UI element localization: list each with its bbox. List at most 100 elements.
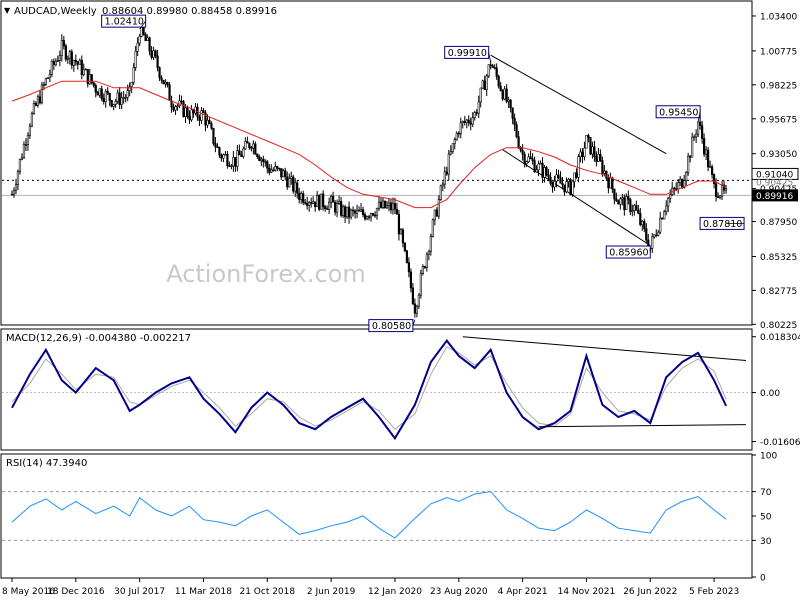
candle-body xyxy=(308,202,311,206)
candle-body xyxy=(272,169,275,172)
macd-signal-line xyxy=(11,346,727,430)
header-collapse-icon[interactable]: ▼ xyxy=(4,6,11,15)
candle-body xyxy=(587,135,590,138)
candle-body xyxy=(146,37,149,42)
candle-body xyxy=(258,156,261,161)
candle-body xyxy=(359,209,363,212)
candle-body xyxy=(393,203,397,210)
candle-body xyxy=(639,213,642,225)
candle-body xyxy=(507,99,510,102)
rsi-title: RSI(14) 47.3940 xyxy=(6,458,87,469)
candle-body xyxy=(443,171,446,185)
candle-body xyxy=(244,141,247,150)
candle-body xyxy=(210,123,213,129)
candle-body xyxy=(643,220,646,229)
candle-body xyxy=(180,100,183,102)
candle-body xyxy=(503,88,506,100)
candle-body xyxy=(158,67,161,79)
candle-body xyxy=(270,169,273,173)
candle-body xyxy=(597,154,600,162)
candle-body xyxy=(351,209,355,212)
level-tag-box xyxy=(751,167,799,180)
candle-body xyxy=(683,180,686,189)
candle-body xyxy=(246,141,249,144)
candle-body xyxy=(463,121,466,123)
candle-body xyxy=(585,135,588,149)
candle-body xyxy=(178,100,181,106)
candle-body xyxy=(697,121,700,135)
candle-body xyxy=(645,228,648,241)
x-tick-label: 4 Apr 2021 xyxy=(498,587,548,597)
annotation-label: 1.02410 xyxy=(105,17,144,28)
candle-body xyxy=(601,160,604,174)
candle-body xyxy=(511,107,514,119)
candle-body xyxy=(421,266,424,274)
candle-body xyxy=(447,153,450,175)
candle-body xyxy=(535,169,538,173)
candle-body xyxy=(222,154,225,159)
moving-average xyxy=(11,80,727,209)
candle-body xyxy=(218,147,221,156)
candle-body xyxy=(379,201,383,208)
candle-body xyxy=(134,50,137,68)
candle-body xyxy=(300,193,303,200)
price-tick-label: 0.98225 xyxy=(760,81,797,91)
candle-body xyxy=(284,170,287,178)
candle-body xyxy=(94,85,97,93)
candle-body xyxy=(339,201,343,216)
candle-body xyxy=(661,217,664,220)
candle-body xyxy=(571,181,574,195)
candle-body xyxy=(555,174,558,182)
candle-body xyxy=(343,206,347,218)
candle-body xyxy=(28,125,32,136)
candle-body xyxy=(451,143,454,152)
candle-body xyxy=(553,181,556,188)
macd-lines xyxy=(11,336,747,441)
candle-body xyxy=(391,203,395,211)
candle-body xyxy=(722,184,726,191)
candle-body xyxy=(110,100,113,107)
candle-body xyxy=(152,50,155,58)
candle-body xyxy=(347,206,351,218)
candle-body xyxy=(72,59,75,66)
annotation-label: 0.87810 xyxy=(703,219,742,230)
candle-body xyxy=(234,157,237,167)
candle-body xyxy=(619,198,622,205)
x-tick-label: 12 Jan 2020 xyxy=(368,587,422,597)
candle-body xyxy=(242,148,245,157)
candle-body xyxy=(182,101,185,117)
candle-body xyxy=(712,174,716,185)
candle-body xyxy=(613,188,616,200)
candle-body xyxy=(401,229,405,244)
candle-body xyxy=(54,60,57,65)
candle-body xyxy=(18,158,22,172)
candle-body xyxy=(625,196,628,211)
candle-body xyxy=(471,117,474,125)
candle-body xyxy=(499,85,502,91)
candle-body xyxy=(631,210,634,212)
candle-body xyxy=(487,64,490,77)
candle-body xyxy=(385,205,389,209)
candle-body xyxy=(154,50,157,57)
candle-body xyxy=(52,61,55,65)
candle-body xyxy=(501,90,504,100)
channel-upper-line xyxy=(490,54,667,155)
candle-body xyxy=(525,161,528,165)
candle-body xyxy=(609,177,612,189)
candle-body xyxy=(641,220,644,225)
candle-body xyxy=(266,161,269,169)
candle-body xyxy=(230,165,233,168)
rsi-tick-label: 70 xyxy=(760,488,772,498)
candle-body xyxy=(314,201,317,208)
candle-body xyxy=(677,182,680,190)
candle-body xyxy=(276,166,279,169)
candle-body xyxy=(304,202,307,204)
x-tick-label: 14 Nov 2021 xyxy=(558,587,616,597)
annotation-label: 0.85960 xyxy=(609,248,648,259)
candle-body xyxy=(707,149,710,168)
candle-body xyxy=(76,61,79,65)
rsi-y-axis: 100 70 50 30 0 xyxy=(2,452,777,584)
candle-body xyxy=(675,188,678,190)
candle-body xyxy=(629,199,632,212)
